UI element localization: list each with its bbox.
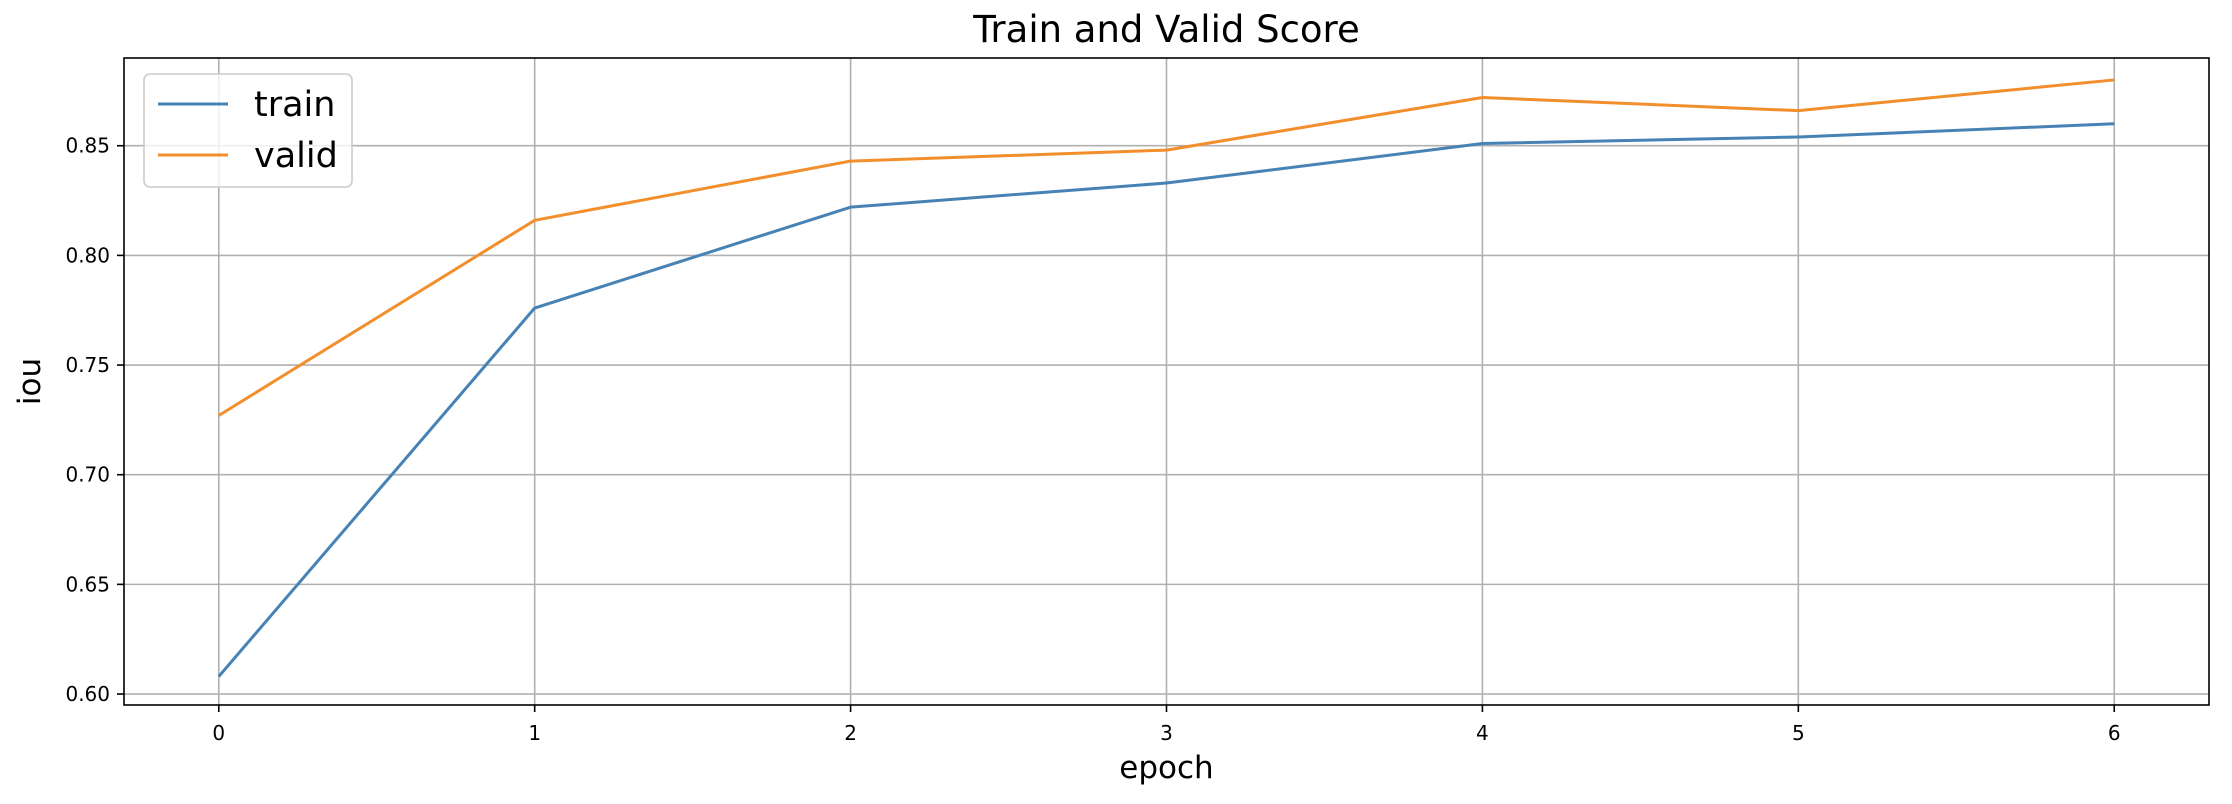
series-line-valid	[217, 78, 2115, 417]
x-tick-label: 3	[1160, 721, 1173, 745]
y-tick-label: 0.85	[65, 134, 110, 158]
y-tick-label: 0.70	[65, 463, 110, 487]
series-lines	[217, 78, 2115, 678]
axis-ticks: 0 1 2 3 4 5 6 0.60 0.65 0.70 0.75 0.80 0.85	[65, 134, 2120, 745]
x-tick-label: 6	[2108, 721, 2121, 745]
y-tick-label: 0.60	[65, 682, 110, 706]
chart-title: Train and Valid Score	[972, 8, 1359, 51]
x-tick-label: 1	[528, 721, 541, 745]
y-tick-label: 0.75	[65, 353, 110, 377]
x-tick-label: 0	[212, 721, 225, 745]
y-tick-label: 0.80	[65, 243, 110, 267]
legend-label-train: train	[254, 85, 335, 125]
y-tick-label: 0.65	[65, 572, 110, 596]
legend-label-valid: valid	[254, 136, 338, 176]
legend: train valid	[143, 73, 353, 188]
series-line-train	[217, 122, 2115, 678]
legend-box	[143, 73, 353, 188]
y-axis-label: iou	[12, 358, 48, 405]
x-tick-label: 2	[844, 721, 857, 745]
x-tick-label: 4	[1476, 721, 1489, 745]
x-tick-label: 5	[1792, 721, 1805, 745]
x-axis-label: epoch	[1119, 750, 1213, 786]
grid	[124, 58, 2209, 705]
